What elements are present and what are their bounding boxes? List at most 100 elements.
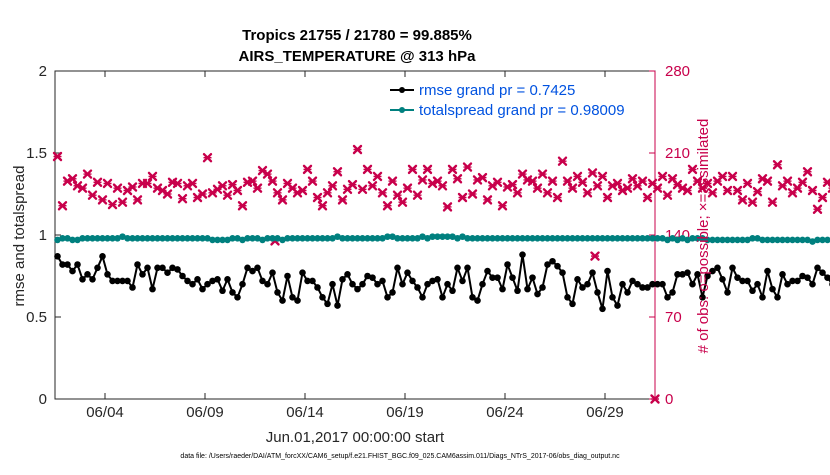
rmse-point <box>434 276 441 283</box>
rmse-point <box>144 265 151 272</box>
rmse-point <box>239 281 246 288</box>
rmse-point <box>444 281 451 288</box>
rmse-point <box>294 297 301 304</box>
rmse-point <box>164 269 171 276</box>
chart-title-line1: Tropics 21755 / 21780 = 99.885% <box>242 27 472 44</box>
rmse-point <box>309 278 316 285</box>
rmse-point <box>539 284 546 291</box>
rmse-point <box>224 276 231 283</box>
rmse-point <box>574 276 581 283</box>
y-left-tick-label: 1.5 <box>26 145 47 162</box>
rmse-point <box>609 294 616 301</box>
legend-totalspread-marker <box>399 107 405 113</box>
rmse-point <box>104 271 111 278</box>
chart-title-line2: AIRS_TEMPERATURE @ 313 hPa <box>239 48 477 65</box>
rmse-point <box>714 265 721 272</box>
rmse-point <box>414 284 421 291</box>
rmse-point <box>269 269 276 276</box>
y-right-tick-label: 0 <box>665 391 673 408</box>
y-left-tick-label: 0 <box>39 391 47 408</box>
rmse-point <box>134 261 141 268</box>
x-tick-label: 06/09 <box>186 404 224 421</box>
x-tick-label: 06/04 <box>86 404 124 421</box>
rmse-point <box>804 274 811 281</box>
rmse-point <box>159 265 166 272</box>
rmse-point <box>439 294 446 301</box>
rmse-point <box>779 271 786 278</box>
rmse-point <box>614 302 621 309</box>
rmse-point <box>349 281 356 288</box>
legend-rmse-label: rmse grand pr = 0.7425 <box>419 82 575 99</box>
rmse-point <box>379 278 386 285</box>
x-tick-label: 06/29 <box>586 404 624 421</box>
rmse-point <box>729 265 736 272</box>
rmse-point <box>619 281 626 288</box>
rmse-point <box>744 278 751 285</box>
rmse-point <box>54 253 61 260</box>
rmse-point <box>189 281 196 288</box>
rmse-point <box>529 274 536 281</box>
rmse-point <box>299 269 306 276</box>
rmse-point <box>484 268 491 275</box>
rmse-point <box>324 301 331 308</box>
x-tick-label: 06/24 <box>486 404 524 421</box>
y-left-tick-label: 0.5 <box>26 309 47 326</box>
rmse-point <box>319 294 326 301</box>
rmse-point <box>534 291 541 298</box>
rmse-point <box>419 294 426 301</box>
rmse-point <box>369 274 376 281</box>
rmse-point <box>464 265 471 272</box>
rmse-point <box>354 286 361 293</box>
y-axis-right-label: # of obs: o=possible; ×=assimilated <box>695 119 712 354</box>
rmse-point <box>339 276 346 283</box>
rmse-point <box>719 276 726 283</box>
rmse-point <box>519 251 526 258</box>
rmse-point <box>84 271 91 278</box>
rmse-point <box>564 294 571 301</box>
rmse-point <box>514 287 521 294</box>
rmse-point <box>194 276 201 283</box>
rmse-point <box>509 274 516 281</box>
rmse-point <box>334 302 341 309</box>
rmse-point <box>384 294 391 301</box>
rmse-point <box>214 276 221 283</box>
x-tick-label: 06/19 <box>386 404 424 421</box>
rmse-point <box>174 266 181 273</box>
y-right-tick-label: 210 <box>665 145 690 162</box>
rmse-point <box>124 278 131 285</box>
rmse-point <box>254 265 261 272</box>
footer-datafile: data file: /Users/raeder/DAI/ATM_forcXX/… <box>180 453 620 460</box>
rmse-point <box>624 289 631 296</box>
y-right-tick-label: 280 <box>665 63 690 80</box>
rmse-point <box>74 261 81 268</box>
rmse-point <box>554 263 561 270</box>
rmse-point <box>684 269 691 276</box>
rmse-point <box>64 261 71 268</box>
rmse-point <box>479 281 486 288</box>
rmse-point <box>764 268 771 275</box>
rmse-point <box>139 271 146 278</box>
rmse-point <box>454 265 461 272</box>
rmse-point <box>389 289 396 296</box>
rmse-point <box>809 281 816 288</box>
rmse-point <box>794 278 801 285</box>
rmse-point <box>229 289 236 296</box>
rmse-point <box>199 286 206 293</box>
y-left-tick-label: 2 <box>39 63 47 80</box>
rmse-point <box>559 269 566 276</box>
rmse-point <box>264 281 271 288</box>
rmse-point <box>549 258 556 265</box>
rmse-point <box>669 289 676 296</box>
rmse-point <box>589 269 596 276</box>
x-tick-label: 06/14 <box>286 404 324 421</box>
rmse-point <box>494 274 501 281</box>
rmse-point <box>314 284 321 291</box>
y-left-tick-label: 1 <box>39 227 47 244</box>
rmse-point <box>524 286 531 293</box>
rmse-point <box>449 287 456 294</box>
rmse-point <box>759 294 766 301</box>
rmse-point <box>774 294 781 301</box>
x-axis-label: Jun.01,2017 00:00:00 start <box>266 429 445 446</box>
rmse-point <box>749 287 756 294</box>
